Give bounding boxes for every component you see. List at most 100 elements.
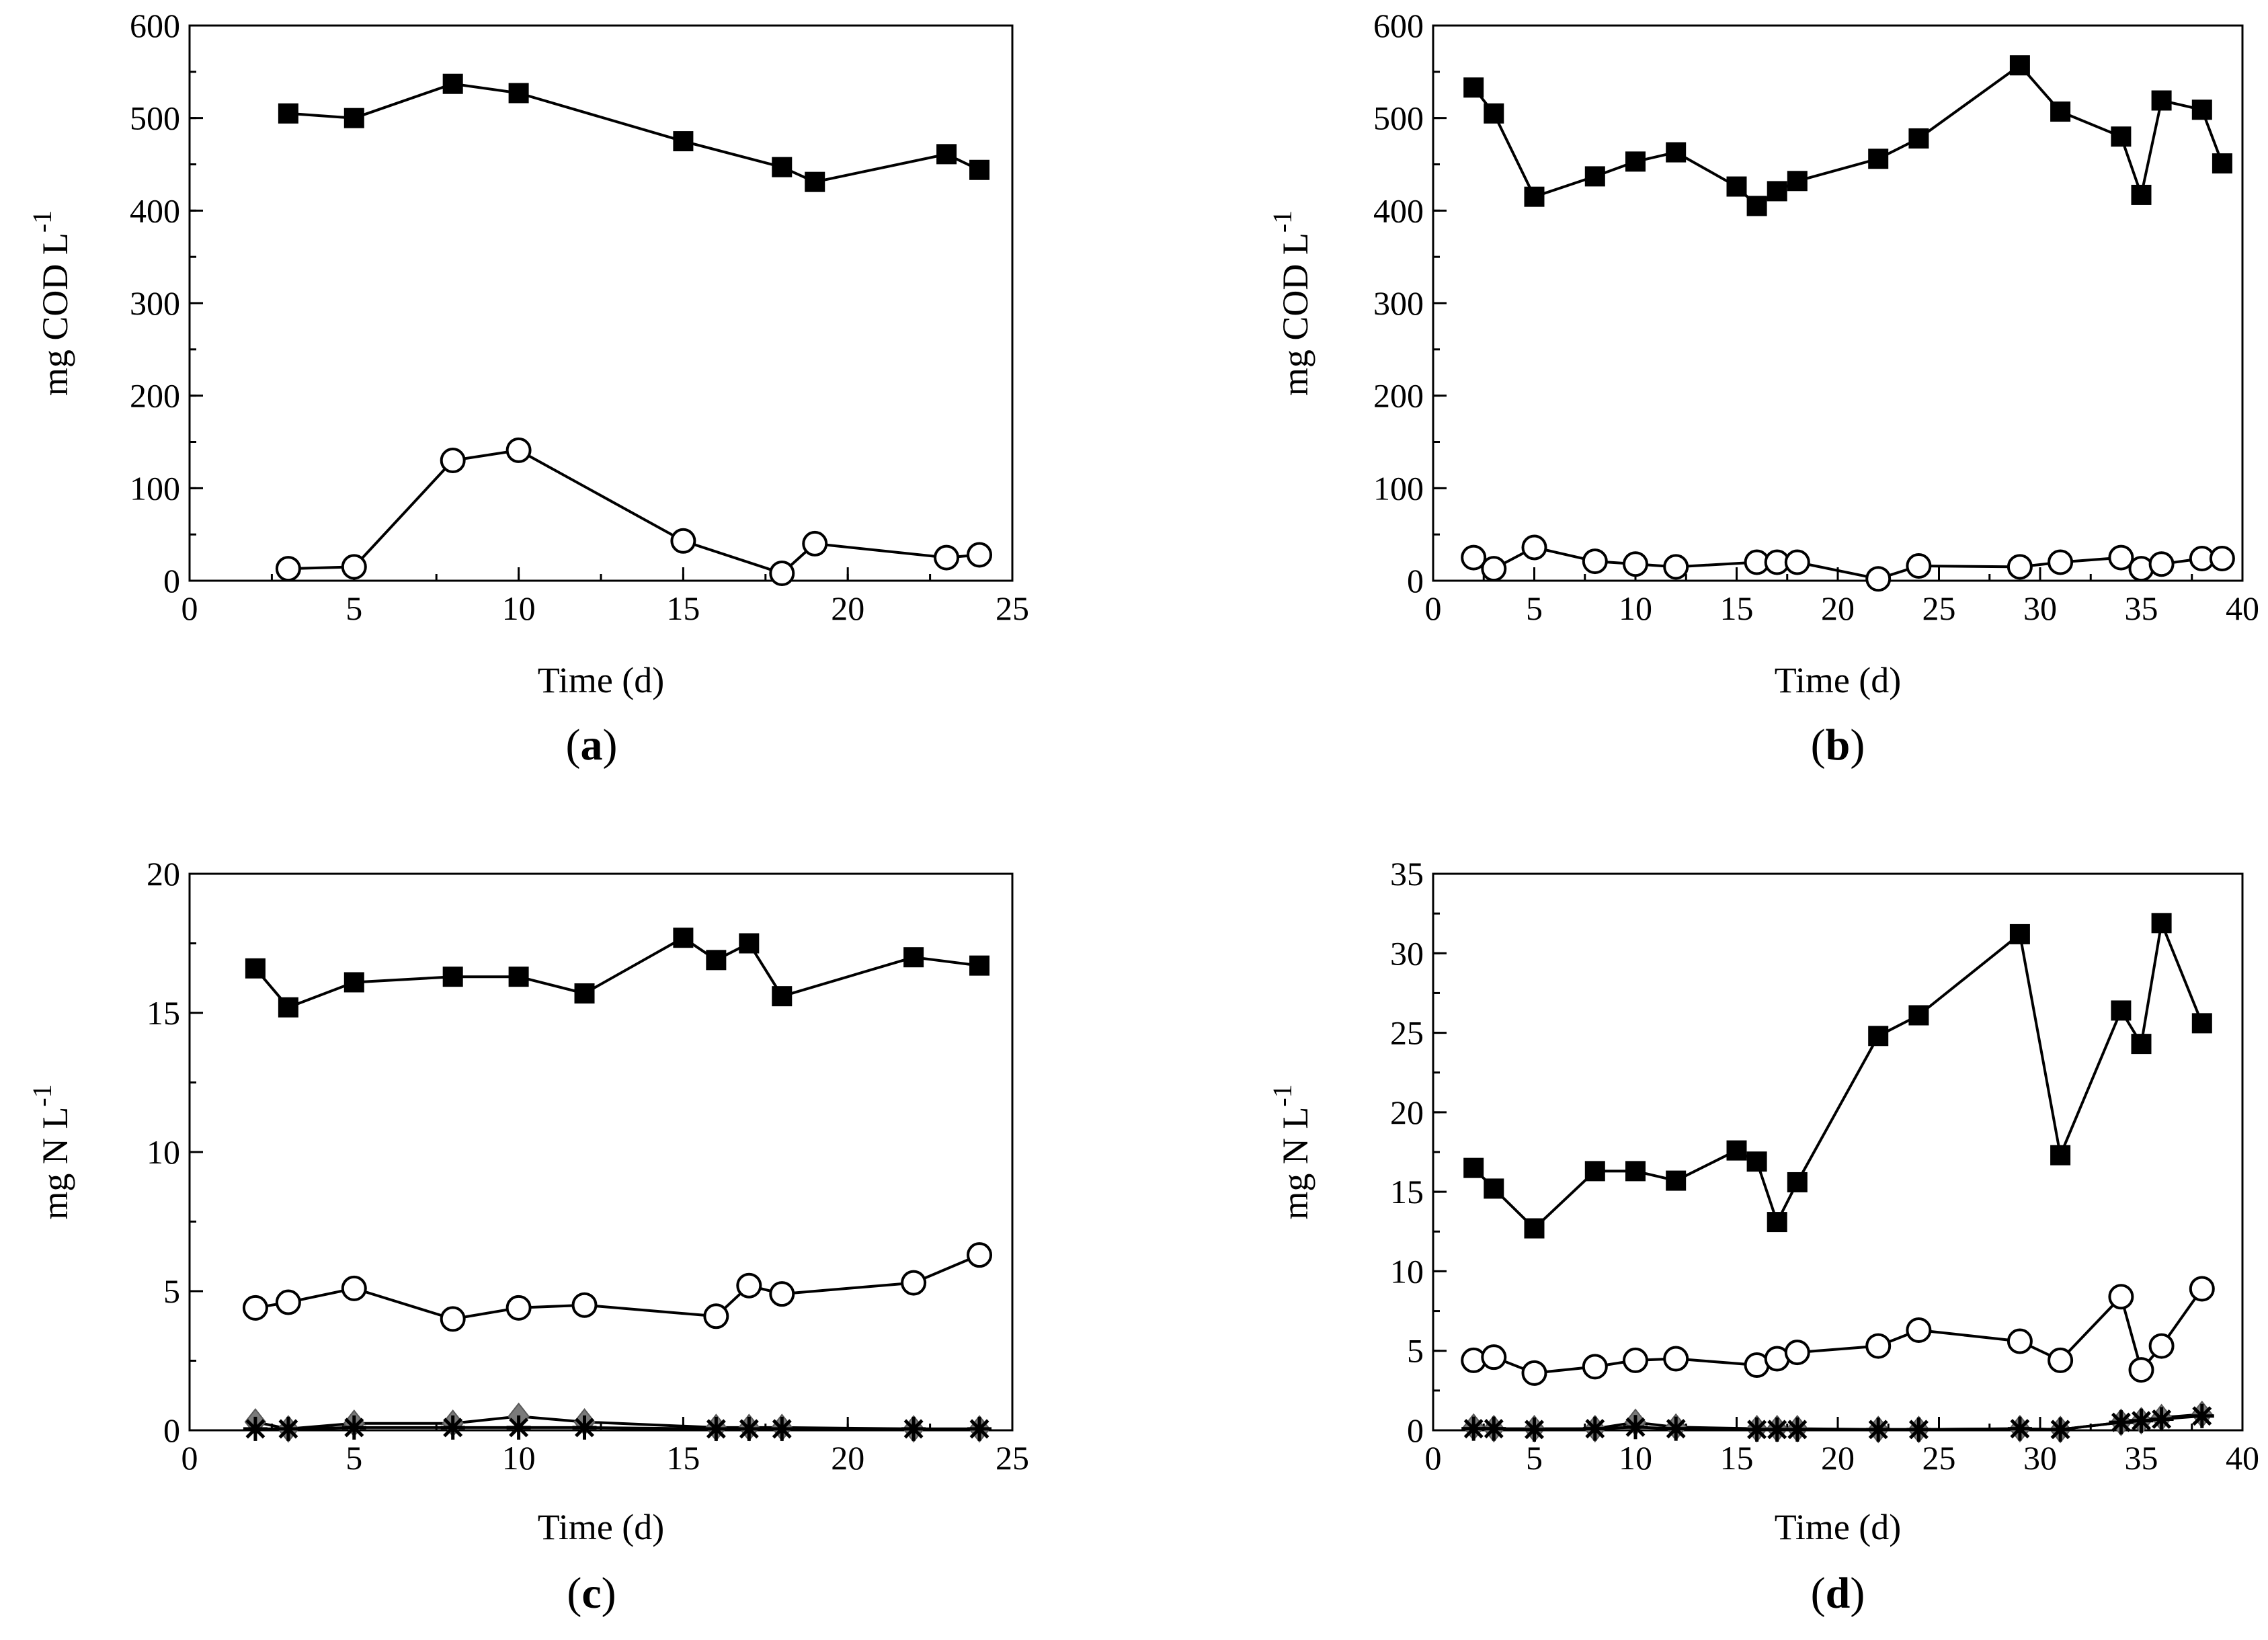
- data-point-open-circle: [1623, 1347, 1648, 1373]
- data-point-star: [1664, 1416, 1689, 1441]
- y-tick-label: 0: [163, 1411, 180, 1449]
- x-tick-label: 5: [1526, 589, 1543, 627]
- data-point-filled-square: [1868, 1026, 1889, 1047]
- data-point-filled-square: [1908, 1005, 1929, 1026]
- y-axis-title: mg COD L-1: [27, 210, 75, 396]
- x-tick-label: 0: [181, 589, 198, 627]
- plot-frame: [188, 872, 1014, 1432]
- data-point-filled-square: [442, 73, 463, 94]
- data-point-open-circle: [440, 1306, 466, 1332]
- data-point-filled-square: [936, 144, 957, 165]
- x-axis-title: Time (d): [538, 660, 665, 700]
- data-point-filled-square: [805, 171, 825, 192]
- x-tick-label: 0: [181, 1439, 198, 1477]
- data-point-star: [2109, 1410, 2134, 1435]
- x-tick-label: 15: [1720, 589, 1754, 627]
- y-axis-title-text: mg COD L: [1275, 233, 1315, 396]
- series-open-circle: [1461, 1276, 2215, 1386]
- series-star: [1461, 1403, 2214, 1442]
- y-tick-label: 300: [1373, 284, 1424, 322]
- data-point-open-circle: [571, 1292, 598, 1318]
- data-point-star: [341, 1415, 366, 1440]
- y-tick-label: 35: [1390, 855, 1424, 893]
- data-point-filled-square: [1484, 1178, 1504, 1199]
- data-point-open-circle: [2007, 1328, 2033, 1354]
- data-point-star: [2189, 1403, 2214, 1428]
- data-point-star: [2007, 1416, 2032, 1441]
- data-point-open-circle: [1663, 554, 1689, 580]
- y-tick-label: 200: [1373, 377, 1424, 415]
- x-tick-label: 20: [1821, 1439, 1855, 1477]
- data-point-filled-square: [969, 955, 990, 976]
- data-point-open-circle: [1481, 1344, 1507, 1370]
- panel-label: (c): [567, 1569, 616, 1618]
- data-point-filled-square: [442, 967, 463, 987]
- y-tick-label: 400: [1373, 192, 1424, 229]
- y-tick-label: 10: [1390, 1252, 1424, 1290]
- data-point-star: [1744, 1417, 1769, 1442]
- y-axis-title-text: mg COD L: [35, 233, 75, 396]
- data-point-filled-square: [1524, 186, 1545, 207]
- data-point-open-circle: [2108, 1284, 2134, 1310]
- data-point-open-circle: [505, 437, 532, 463]
- data-point-star: [1906, 1417, 1931, 1442]
- data-point-filled-square: [508, 967, 529, 987]
- data-point-filled-square: [1767, 181, 1787, 202]
- data-point-filled-square: [1868, 149, 1889, 169]
- x-tick-label: 20: [831, 589, 864, 627]
- plot-frame: [188, 24, 1014, 582]
- series-filled-square: [1463, 55, 2232, 216]
- series-line-open-circle: [288, 448, 980, 575]
- data-point-star: [1582, 1416, 1607, 1441]
- data-point-filled-square: [1625, 151, 1646, 172]
- panel-b: 0 5 10 15 20 25 30 35 400100200300400500600Time …: [1267, 7, 2259, 770]
- data-point-star: [770, 1416, 795, 1441]
- data-point-filled-square: [1584, 1161, 1605, 1182]
- series-open-circle: [1461, 534, 2235, 592]
- y-tick-label: 5: [1407, 1332, 1424, 1370]
- x-tick-label: 0: [1425, 589, 1442, 627]
- data-point-filled-square: [2191, 1013, 2212, 1034]
- data-point-filled-square: [1463, 1157, 1484, 1178]
- data-point-star: [1482, 1416, 1506, 1441]
- x-tick-label: 15: [666, 589, 700, 627]
- data-point-open-circle: [505, 1295, 532, 1321]
- data-point-filled-square: [1463, 77, 1484, 98]
- data-point-open-circle: [242, 1295, 268, 1321]
- data-point-star: [440, 1415, 465, 1440]
- data-point-filled-square: [772, 986, 793, 1007]
- data-point-filled-square: [1787, 171, 1808, 192]
- y-tick-label: 100: [1373, 469, 1424, 507]
- data-point-open-circle: [1663, 1346, 1689, 1372]
- y-axis-title: mg N L-1: [27, 1084, 75, 1219]
- data-point-filled-square: [1625, 1161, 1646, 1182]
- data-point-filled-square: [1584, 166, 1605, 187]
- x-tick-label: 10: [502, 589, 536, 627]
- data-point-filled-square: [2151, 913, 2172, 934]
- x-tick-label: 25: [996, 589, 1029, 627]
- series-filled-square: [278, 73, 990, 192]
- x-tick-label: 25: [1922, 1439, 1956, 1477]
- data-point-filled-square: [1484, 103, 1504, 124]
- data-point-filled-square: [2131, 184, 2152, 205]
- panel-label-letter: a: [581, 721, 603, 770]
- y-tick-label: 0: [163, 562, 180, 600]
- data-point-open-circle: [341, 1275, 367, 1301]
- data-point-star: [243, 1416, 268, 1441]
- data-point-open-circle: [2189, 1276, 2215, 1302]
- x-tick-label: 40: [2226, 589, 2259, 627]
- data-point-star: [1623, 1415, 1648, 1440]
- data-point-star: [1461, 1416, 1486, 1441]
- data-point-open-circle: [2128, 1357, 2154, 1383]
- x-tick-label: 30: [2023, 589, 2057, 627]
- data-point-filled-square: [343, 972, 364, 993]
- data-point-star: [2129, 1408, 2154, 1433]
- x-tick-label: 5: [346, 1439, 362, 1477]
- data-point-filled-square: [2009, 55, 2030, 76]
- data-point-open-circle: [934, 544, 960, 571]
- data-point-filled-square: [969, 159, 990, 180]
- y-axis-title: mg COD L-1: [1267, 210, 1315, 396]
- data-point-open-circle: [901, 1270, 927, 1296]
- data-point-filled-square: [673, 131, 694, 152]
- data-point-star: [1522, 1417, 1547, 1442]
